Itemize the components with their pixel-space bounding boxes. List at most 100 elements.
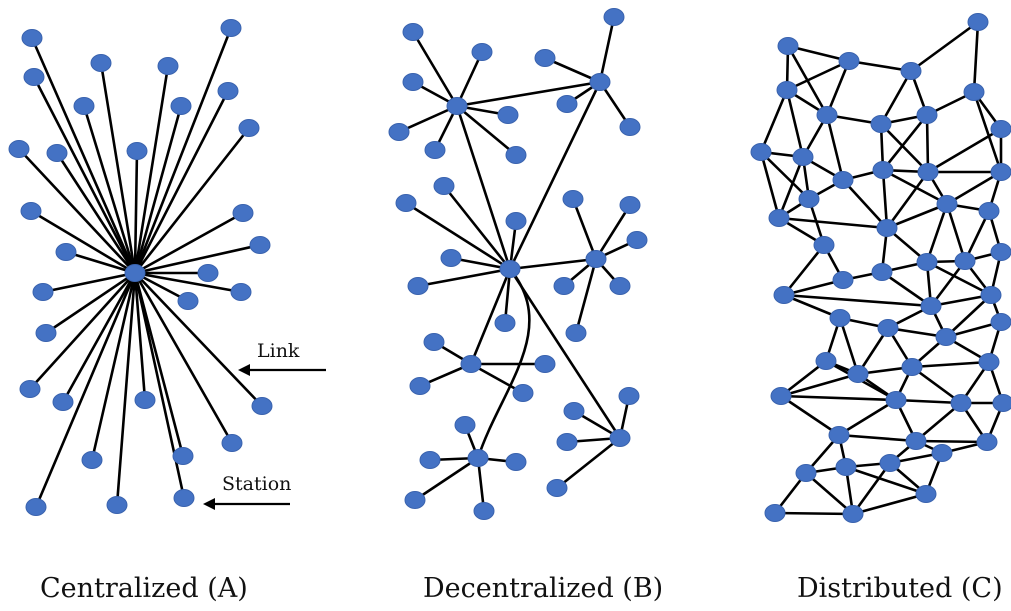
station-centralized bbox=[249, 236, 271, 254]
station-distributed bbox=[764, 504, 786, 522]
link-decentralized-backbone bbox=[508, 80, 602, 271]
link-centralized bbox=[115, 271, 137, 507]
link-distributed bbox=[945, 170, 1003, 206]
station-centralized bbox=[21, 29, 43, 47]
station-decentralized bbox=[395, 194, 417, 212]
station-centralized bbox=[217, 82, 239, 100]
station-centralized bbox=[173, 489, 195, 507]
station-distributed bbox=[990, 120, 1011, 138]
station-decentralized bbox=[505, 453, 527, 471]
station-distributed bbox=[750, 143, 772, 161]
link-centralized bbox=[55, 151, 137, 275]
link-decentralized bbox=[397, 104, 459, 134]
link-centralized bbox=[133, 149, 139, 275]
link-distributed bbox=[844, 465, 928, 496]
link-centralized bbox=[44, 271, 137, 335]
station-decentralized-hub bbox=[460, 355, 482, 373]
link-decentralized bbox=[503, 267, 512, 325]
station-distributed bbox=[990, 243, 1011, 261]
station-centralized bbox=[25, 498, 47, 516]
station-distributed bbox=[798, 190, 820, 208]
link-distributed bbox=[825, 59, 851, 117]
station-distributed bbox=[832, 171, 854, 189]
station-centralized bbox=[230, 283, 252, 301]
station-distributed bbox=[954, 252, 976, 270]
link-decentralized bbox=[574, 257, 598, 335]
station-centralized bbox=[90, 54, 112, 72]
link-centralized bbox=[99, 61, 137, 275]
link-distributed bbox=[825, 113, 845, 182]
station-centralized bbox=[238, 119, 260, 137]
station-centralized bbox=[197, 264, 219, 282]
station-centralized bbox=[20, 202, 42, 220]
station-centralized bbox=[251, 397, 273, 415]
link-distributed bbox=[777, 216, 889, 230]
station-decentralized bbox=[546, 479, 568, 497]
link-distributed bbox=[910, 360, 991, 369]
station-distributed bbox=[992, 394, 1011, 412]
station-distributed bbox=[990, 313, 1011, 331]
station-distributed bbox=[871, 263, 893, 281]
station-decentralized bbox=[565, 324, 587, 342]
station-distributed bbox=[792, 148, 814, 166]
station-decentralized bbox=[619, 196, 641, 214]
station-decentralized bbox=[563, 402, 585, 420]
centralized-stations bbox=[8, 19, 273, 516]
link-decentralized-backbone bbox=[508, 267, 622, 440]
link-decentralized bbox=[442, 184, 512, 271]
station-distributed bbox=[813, 236, 835, 254]
link-annotation: Link bbox=[238, 340, 326, 376]
link-distributed bbox=[944, 293, 993, 339]
distributed-stations bbox=[750, 13, 1011, 523]
link-distributed bbox=[782, 243, 826, 297]
link-centralized bbox=[34, 271, 137, 509]
station-decentralized bbox=[388, 123, 410, 141]
station-decentralized bbox=[409, 377, 431, 395]
station-distributed bbox=[917, 163, 939, 181]
link-centralized bbox=[133, 64, 170, 275]
station-distributed bbox=[877, 319, 899, 337]
link-centralized bbox=[32, 75, 137, 275]
station-decentralized bbox=[505, 146, 527, 164]
station-distributed bbox=[931, 444, 953, 462]
station-decentralized bbox=[603, 8, 625, 26]
link-distributed bbox=[841, 178, 889, 230]
link-distributed bbox=[881, 168, 889, 230]
station-distributed bbox=[885, 391, 907, 409]
station-decentralized bbox=[433, 177, 455, 195]
station-decentralized bbox=[609, 277, 631, 295]
station-distributed bbox=[920, 297, 942, 315]
caption-decentralized: Decentralized (B) bbox=[423, 573, 663, 604]
caption-distributed: Distributed (C) bbox=[797, 573, 1003, 604]
station-distributed bbox=[847, 365, 869, 383]
station-distributed bbox=[936, 195, 958, 213]
link-distributed bbox=[925, 113, 930, 174]
link-distributed bbox=[837, 398, 898, 437]
station-distributed bbox=[816, 106, 838, 124]
station-distributed bbox=[815, 352, 837, 370]
link-decentralized-backbone bbox=[455, 80, 602, 108]
station-distributed bbox=[842, 505, 864, 523]
link-centralized bbox=[133, 271, 185, 458]
station-distributed bbox=[879, 454, 901, 472]
link-centralized bbox=[133, 211, 245, 275]
station-decentralized bbox=[471, 43, 493, 61]
station-distributed bbox=[876, 219, 898, 237]
station-centralized bbox=[46, 144, 68, 162]
link-decentralized bbox=[598, 15, 616, 84]
link-centralized bbox=[61, 271, 137, 404]
link-centralized bbox=[133, 89, 230, 275]
link-distributed bbox=[838, 316, 860, 376]
link-distributed bbox=[779, 394, 841, 437]
caption-centralized: Centralized (A) bbox=[40, 573, 248, 604]
link-decentralized bbox=[411, 30, 459, 108]
station-centralized bbox=[32, 283, 54, 301]
link-centralized bbox=[133, 104, 183, 275]
station-distributed bbox=[978, 202, 1000, 220]
station-centralized bbox=[134, 391, 156, 409]
station-distributed bbox=[963, 83, 985, 101]
station-distributed bbox=[829, 309, 851, 327]
station-decentralized bbox=[556, 95, 578, 113]
station-distributed bbox=[916, 253, 938, 271]
